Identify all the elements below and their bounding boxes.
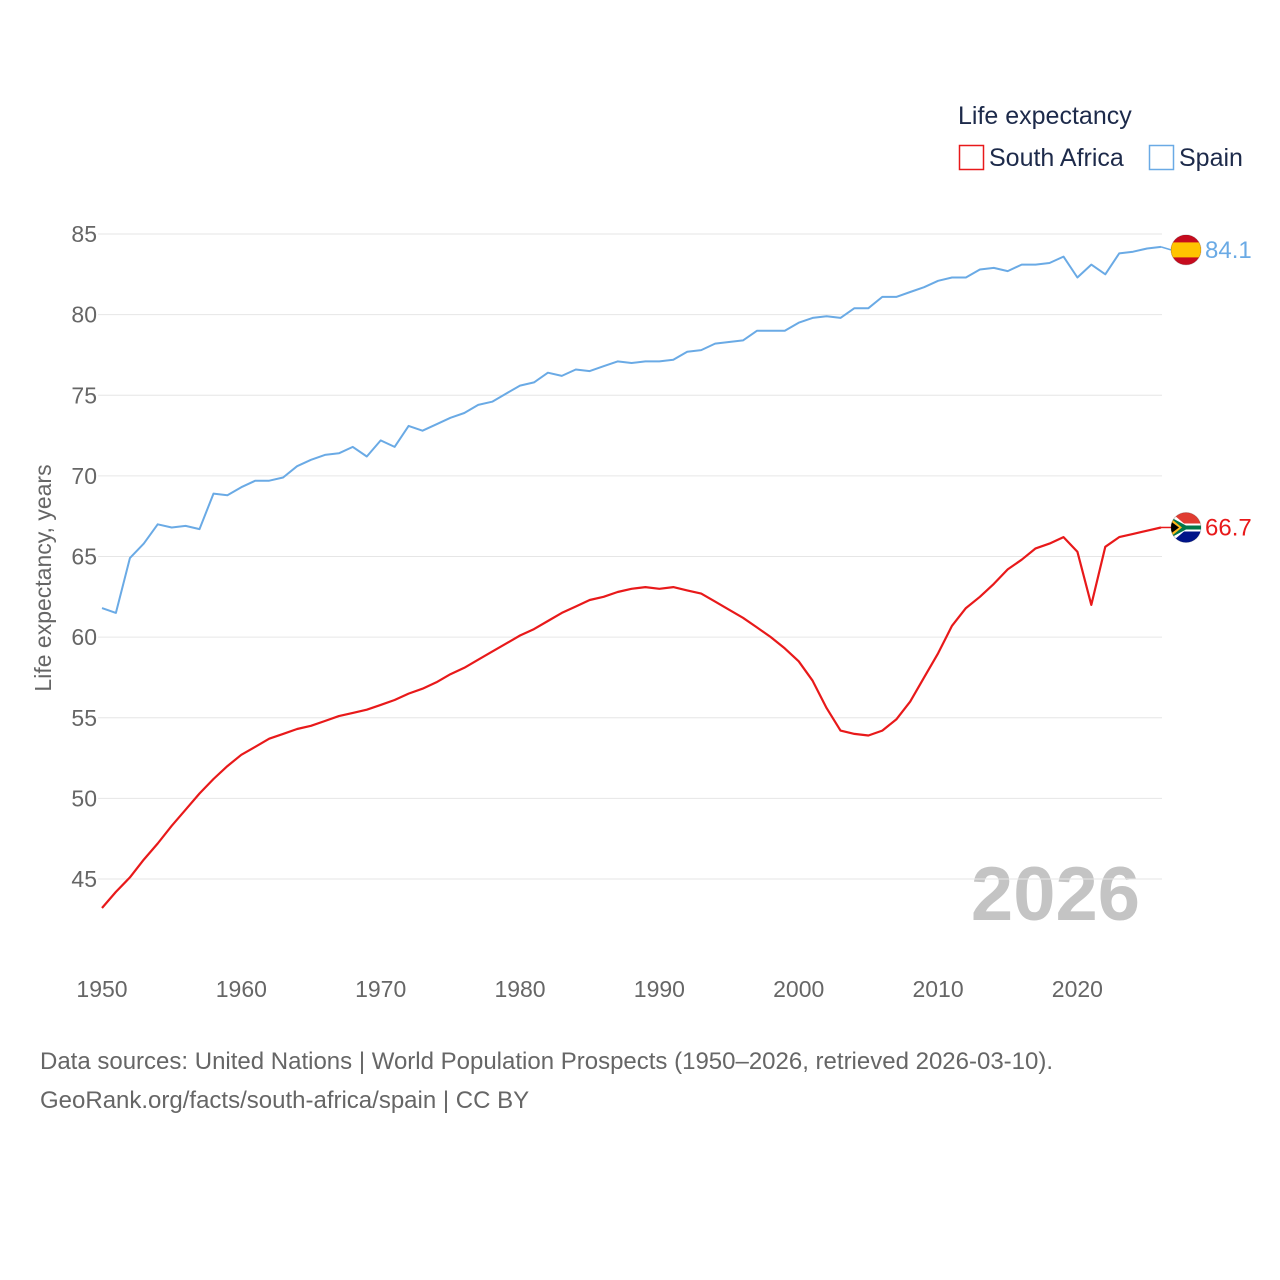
y-axis-label: Life expectancy, years — [30, 464, 56, 691]
legend-swatch-south-africa — [958, 144, 985, 171]
legend-item-south-africa[interactable]: South Africa — [958, 144, 1124, 172]
flag-outline-south-africa — [1170, 511, 1202, 543]
y-tick-label-50: 50 — [71, 785, 97, 811]
y-tick-label-45: 45 — [71, 866, 97, 892]
y-tick-label-60: 60 — [71, 624, 97, 650]
y-tick-label-75: 75 — [71, 382, 97, 408]
attribution-link[interactable]: GeoRank.org/facts/south-africa/spain | C… — [40, 1087, 530, 1114]
x-tick-label-1960: 1960 — [216, 976, 267, 1002]
x-tick-label-1980: 1980 — [494, 976, 545, 1002]
legend-title: Life expectancy — [958, 102, 1132, 130]
end-connector-spain — [1160, 246, 1172, 251]
y-tick-label-85: 85 — [71, 221, 97, 247]
y-tick-label-65: 65 — [71, 544, 97, 570]
spain-flag-icon — [1171, 234, 1201, 265]
y-axis-ticks: 45 50 55 60 65 70 75 80 85 — [71, 221, 97, 892]
series-line-spain[interactable] — [101, 245, 1162, 614]
end-value-label-south-africa: 66.7 — [1205, 514, 1252, 541]
data-sources-text: Data sources: United Nations | World Pop… — [40, 1048, 1054, 1075]
legend-item-spain[interactable]: Spain — [1148, 144, 1243, 172]
x-axis-ticks: 1950 1960 1970 1980 1990 2000 2010 2020 — [76, 976, 1103, 1002]
flag-outline-spain — [1170, 234, 1202, 266]
legend: Life expectancy South Africa Spain — [958, 102, 1243, 172]
series-line-south-africa[interactable] — [101, 526, 1162, 909]
x-tick-label-2010: 2010 — [912, 976, 963, 1002]
x-tick-label-2020: 2020 — [1052, 976, 1103, 1002]
year-watermark: 2026 — [971, 852, 1140, 937]
legend-label-south-africa: South Africa — [989, 144, 1124, 172]
end-value-label-spain: 84.1 — [1205, 237, 1252, 264]
legend-label-spain: Spain — [1179, 144, 1243, 172]
south-africa-flag-icon — [1171, 512, 1201, 543]
x-tick-label-1970: 1970 — [355, 976, 406, 1002]
footer: Data sources: United Nations | World Pop… — [40, 1042, 1240, 1120]
gridlines — [98, 233, 1162, 880]
x-tick-label-1950: 1950 — [76, 976, 127, 1002]
y-tick-label-55: 55 — [71, 705, 97, 731]
series-end-markers: 66.7 84.1 — [1160, 234, 1252, 543]
legend-swatch-spain — [1148, 144, 1175, 171]
x-tick-label-1990: 1990 — [634, 976, 685, 1002]
series-lines — [101, 245, 1162, 909]
y-tick-label-70: 70 — [71, 463, 97, 489]
y-tick-label-80: 80 — [71, 302, 97, 328]
x-tick-label-2000: 2000 — [773, 976, 824, 1002]
